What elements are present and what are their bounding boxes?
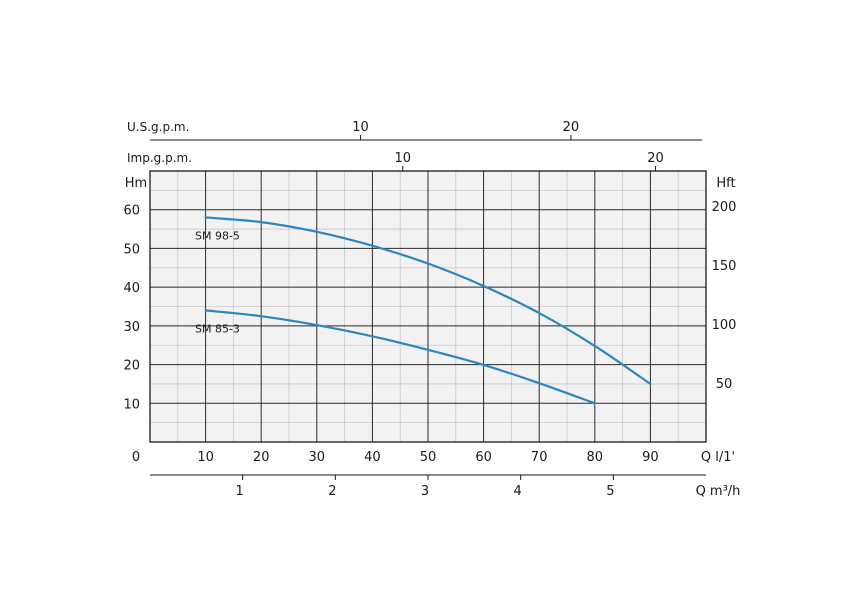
- m3h-tick-label: 5: [606, 484, 614, 499]
- y-tick-label: 60: [123, 204, 140, 219]
- m3h-tick-label: 2: [328, 484, 336, 499]
- hft-tick-label: 100: [712, 318, 737, 333]
- curve-sm-98-5: [204, 216, 652, 386]
- hft-tick-label: 200: [712, 200, 737, 215]
- curves: [204, 216, 652, 405]
- x-tick-label: 70: [531, 450, 548, 465]
- y-axis-label-hft: Hft: [716, 176, 735, 191]
- impgpm-tick-label: 10: [394, 151, 411, 166]
- usgpm-tick-label: 20: [563, 120, 580, 135]
- curve-label: SM 85-3: [195, 322, 240, 335]
- y-tick-label: 20: [123, 359, 140, 374]
- chart-axes: [149, 135, 707, 480]
- y-axis-label-hm: Hm: [125, 176, 147, 191]
- x-tick-label: 80: [587, 450, 604, 465]
- usgpm-tick-label: 10: [352, 120, 369, 135]
- y-tick-label: 30: [123, 320, 140, 335]
- m3h-tick-label: 1: [236, 484, 244, 499]
- y-tick-label: 50: [123, 242, 140, 257]
- hft-tick-label: 50: [716, 377, 733, 392]
- x-tick-label: 90: [642, 450, 659, 465]
- x-tick-label: 30: [309, 450, 326, 465]
- x-tick-label: 60: [475, 450, 492, 465]
- y-tick-label: 40: [123, 281, 140, 296]
- x-tick-label: 10: [197, 450, 214, 465]
- x-origin-label: 0: [132, 450, 140, 465]
- impgpm-tick-label: 20: [647, 151, 664, 166]
- m3h-tick-label: 3: [421, 484, 429, 499]
- x-axis-label-lmin: Q l/1': [701, 450, 735, 465]
- x-tick-label: 20: [253, 450, 270, 465]
- usgpm-axis-label: U.S.g.p.m.: [127, 120, 189, 134]
- x-tick-label: 50: [420, 450, 437, 465]
- curve-sm-85-3: [204, 309, 596, 405]
- x-axis-label-m3h: Q m³/h: [696, 484, 741, 499]
- hft-tick-label: 150: [712, 259, 737, 274]
- y-tick-label: 10: [123, 397, 140, 412]
- curve-label: SM 98-5: [195, 229, 240, 242]
- impgpm-axis-label: Imp.g.p.m.: [127, 151, 192, 165]
- x-tick-label: 40: [364, 450, 381, 465]
- m3h-tick-label: 4: [514, 484, 522, 499]
- plot-frame: [149, 170, 707, 443]
- plot-grid: [150, 171, 706, 442]
